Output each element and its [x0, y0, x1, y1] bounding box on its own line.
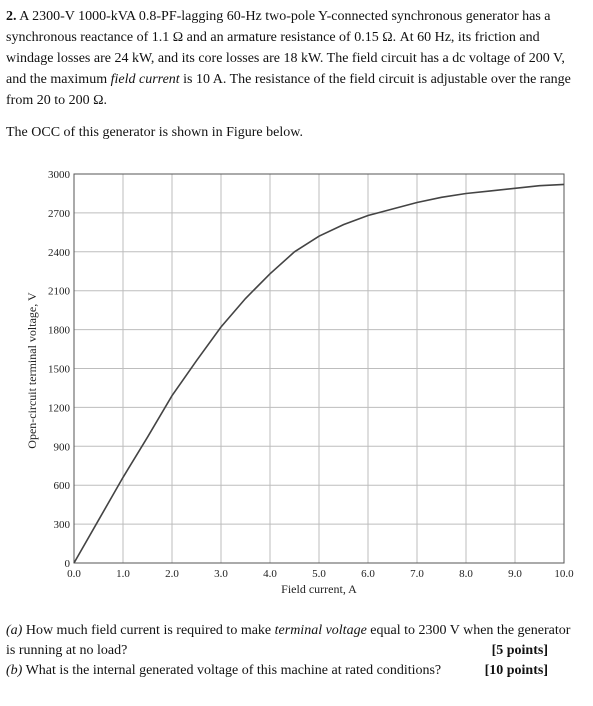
x-axis-label: Field current, A	[281, 582, 357, 596]
problem-number: 2.	[6, 9, 17, 24]
y-tick-label: 1500	[48, 364, 71, 376]
question-b-text: What is the internal generated voltage o…	[22, 663, 442, 678]
y-tick-label: 3000	[48, 169, 71, 181]
question-a-points: [5 points]	[491, 643, 548, 658]
x-tick-label: 5.0	[312, 568, 326, 580]
problem-text-1: A 2300-V 1000-kVA 0.8-PF-lagging 60-Hz t…	[6, 9, 565, 87]
x-tick-label: 7.0	[410, 568, 424, 580]
x-tick-label: 1.0	[116, 568, 130, 580]
question-b-label: (b)	[6, 663, 23, 678]
occ-chart: 0 300 600 900 1200 1500 1800 2100 2400 2700 3000 0…	[25, 169, 574, 596]
question-b: (b) What is the internal generated volta…	[6, 661, 582, 681]
y-tick-label: 0	[65, 558, 71, 570]
x-tick-label: 8.0	[459, 568, 473, 580]
question-b-points: [10 points]	[484, 663, 548, 678]
question-a-text-1: How much field current is required to ma…	[22, 623, 275, 638]
y-tick-label: 600	[54, 480, 71, 492]
x-tick-label: 9.0	[508, 568, 522, 580]
y-tick-labels: 0 300 600 900 1200 1500 1800 2100 2400 2700 3000	[48, 169, 71, 570]
x-tick-label: 4.0	[263, 568, 277, 580]
x-tick-label: 2.0	[165, 568, 179, 580]
x-tick-labels: 0.0 1.0 2.0 3.0 4.0 5.0 6.0 7.0 8.0 9.0 10.0	[67, 568, 574, 580]
question-a-text-2: equal to 2300 V when the generator is ru…	[6, 623, 571, 658]
plot-frame	[73, 173, 565, 564]
problem-text-emphasis: field current	[110, 72, 180, 87]
y-tick-label: 900	[54, 441, 71, 453]
question-a: (a) How much field current is required t…	[6, 621, 582, 661]
question-a-label: (a)	[6, 623, 23, 638]
y-tick-label: 2100	[48, 286, 71, 298]
questions: (a) How much field current is required t…	[6, 621, 582, 681]
question-a-emphasis: terminal voltage	[274, 623, 367, 638]
x-tick-label: 0.0	[67, 568, 81, 580]
y-tick-label: 1200	[48, 402, 71, 414]
x-tick-label: 6.0	[361, 568, 375, 580]
y-tick-label: 2700	[48, 208, 71, 220]
occ-curve	[73, 183, 565, 564]
y-tick-label: 1800	[48, 325, 71, 337]
figure-intro: The OCC of this generator is shown in Fi…	[6, 125, 303, 140]
chart-grid	[73, 173, 565, 564]
problem-statement: 2. A 2300-V 1000-kVA 0.8-PF-lagging 60-H…	[6, 6, 584, 111]
y-tick-label: 300	[54, 519, 71, 531]
y-tick-label: 2400	[48, 247, 71, 259]
y-axis-label: Open-circuit terminal voltage, V	[25, 292, 39, 449]
problem-text-2: is 10 A. The resistance of the field cir…	[6, 72, 571, 108]
x-tick-label: 3.0	[214, 568, 228, 580]
x-tick-label: 10.0	[554, 568, 574, 580]
